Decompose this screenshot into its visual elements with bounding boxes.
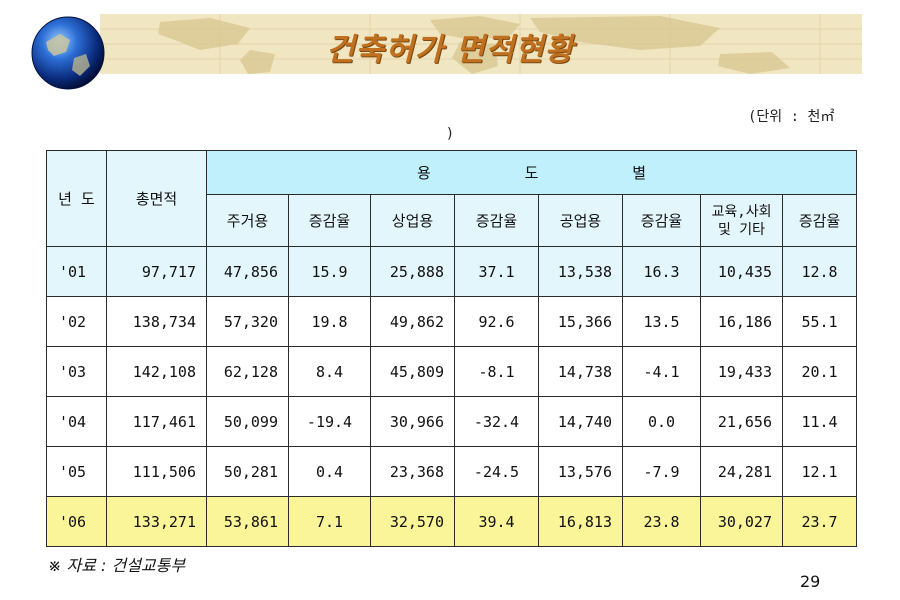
cell-education: 21,656 bbox=[700, 396, 783, 447]
cell-industrial-rate: 0.0 bbox=[622, 396, 701, 447]
page-title: 건축허가 면적현황 bbox=[326, 32, 574, 68]
header-commercial: 상업용 bbox=[370, 194, 455, 247]
cell-residential: 47,856 bbox=[206, 246, 289, 297]
cell-commercial-rate: -32.4 bbox=[454, 396, 539, 447]
cell-education-rate: 23.7 bbox=[781, 496, 858, 547]
table-row: '04 117,461 50,099 -19.4 30,966 -32.4 14… bbox=[46, 396, 858, 447]
cell-industrial-rate: 23.8 bbox=[622, 496, 701, 547]
table-row: '03 142,108 62,128 8.4 45,809 -8.1 14,73… bbox=[46, 346, 858, 397]
world-map-background bbox=[100, 14, 862, 74]
table-row: '02 138,734 57,320 19.8 49,862 92.6 15,3… bbox=[46, 296, 858, 347]
cell-education-rate: 12.1 bbox=[781, 446, 858, 497]
page-number: 29 bbox=[800, 572, 821, 591]
header-education-line-1: 교육,사회 bbox=[711, 203, 772, 220]
cell-residential-rate: 7.1 bbox=[288, 496, 371, 547]
cell-year: '02 bbox=[46, 296, 107, 347]
header-residential: 주거용 bbox=[206, 194, 289, 247]
header-group-char-2: 도 bbox=[524, 164, 539, 182]
cell-commercial-rate: 37.1 bbox=[454, 246, 539, 297]
header-education-rate: 증감율 bbox=[781, 194, 858, 247]
globe-icon bbox=[28, 14, 108, 92]
source-note: ※ 자료 : 건설교통부 bbox=[48, 556, 186, 575]
cell-education: 19,433 bbox=[700, 346, 783, 397]
unit-label-close: ) bbox=[447, 126, 453, 142]
cell-industrial: 13,576 bbox=[538, 446, 623, 497]
header-year: 년 도 bbox=[46, 150, 107, 247]
cell-total: 138,734 bbox=[106, 296, 207, 347]
cell-residential-rate: 8.4 bbox=[288, 346, 371, 397]
cell-commercial: 32,570 bbox=[370, 496, 455, 547]
cell-industrial: 15,366 bbox=[538, 296, 623, 347]
cell-commercial: 30,966 bbox=[370, 396, 455, 447]
cell-commercial-rate: 92.6 bbox=[454, 296, 539, 347]
cell-residential: 50,099 bbox=[206, 396, 289, 447]
cell-industrial-rate: -4.1 bbox=[622, 346, 701, 397]
cell-year: '01 bbox=[46, 246, 107, 297]
cell-industrial-rate: 13.5 bbox=[622, 296, 701, 347]
cell-residential: 57,320 bbox=[206, 296, 289, 347]
cell-residential: 53,861 bbox=[206, 496, 289, 547]
cell-industrial: 14,740 bbox=[538, 396, 623, 447]
cell-industrial: 16,813 bbox=[538, 496, 623, 547]
cell-commercial: 23,368 bbox=[370, 446, 455, 497]
cell-industrial-rate: -7.9 bbox=[622, 446, 701, 497]
cell-education-rate: 12.8 bbox=[781, 246, 858, 297]
cell-education-rate: 20.1 bbox=[781, 346, 858, 397]
cell-education: 10,435 bbox=[700, 246, 783, 297]
cell-residential-rate: 19.8 bbox=[288, 296, 371, 347]
cell-industrial: 13,538 bbox=[538, 246, 623, 297]
cell-residential-rate: 15.9 bbox=[288, 246, 371, 297]
header-commercial-rate: 증감율 bbox=[454, 194, 539, 247]
cell-education: 24,281 bbox=[700, 446, 783, 497]
cell-year: '05 bbox=[46, 446, 107, 497]
unit-label: (단위 : 천㎡ bbox=[748, 109, 835, 125]
cell-year: '06 bbox=[46, 496, 107, 547]
header-education-other: 교육,사회 및 기타 bbox=[700, 194, 783, 247]
cell-commercial: 49,862 bbox=[370, 296, 455, 347]
table-row: '01 97,717 47,856 15.9 25,888 37.1 13,53… bbox=[46, 246, 858, 297]
cell-education-rate: 55.1 bbox=[781, 296, 858, 347]
cell-total: 97,717 bbox=[106, 246, 207, 297]
header-residential-rate: 증감율 bbox=[288, 194, 371, 247]
header-industrial: 공업용 bbox=[538, 194, 623, 247]
cell-commercial: 45,809 bbox=[370, 346, 455, 397]
table-row-highlighted: '06 133,271 53,861 7.1 32,570 39.4 16,81… bbox=[46, 496, 858, 547]
cell-total: 133,271 bbox=[106, 496, 207, 547]
cell-industrial: 14,738 bbox=[538, 346, 623, 397]
header-total: 총면적 bbox=[106, 150, 207, 247]
table-row: '05 111,506 50,281 0.4 23,368 -24.5 13,5… bbox=[46, 446, 858, 497]
cell-education: 16,186 bbox=[700, 296, 783, 347]
title-banner bbox=[28, 14, 862, 90]
header-group-usage: 용 도 별 bbox=[205, 150, 858, 195]
cell-commercial-rate: -24.5 bbox=[454, 446, 539, 497]
header-education-line-2: 및 기타 bbox=[717, 221, 766, 238]
cell-industrial-rate: 16.3 bbox=[622, 246, 701, 297]
header-group-char-3: 별 bbox=[632, 164, 647, 182]
cell-commercial-rate: 39.4 bbox=[454, 496, 539, 547]
header-group-char-1: 용 bbox=[417, 164, 431, 182]
cell-education: 30,027 bbox=[700, 496, 783, 547]
cell-commercial: 25,888 bbox=[370, 246, 455, 297]
cell-total: 111,506 bbox=[106, 446, 207, 497]
cell-year: '04 bbox=[46, 396, 107, 447]
cell-total: 142,108 bbox=[106, 346, 207, 397]
cell-residential: 62,128 bbox=[206, 346, 289, 397]
header-industrial-rate: 증감율 bbox=[622, 194, 701, 247]
cell-residential-rate: -19.4 bbox=[288, 396, 371, 447]
data-table: 년 도 총면적 용 도 별 주거용 증감율 상업용 증감율 공업용 증감율 교육… bbox=[46, 150, 858, 547]
cell-total: 117,461 bbox=[106, 396, 207, 447]
cell-education-rate: 11.4 bbox=[781, 396, 858, 447]
cell-commercial-rate: -8.1 bbox=[454, 346, 539, 397]
cell-residential-rate: 0.4 bbox=[288, 446, 371, 497]
cell-year: '03 bbox=[46, 346, 107, 397]
cell-residential: 50,281 bbox=[206, 446, 289, 497]
